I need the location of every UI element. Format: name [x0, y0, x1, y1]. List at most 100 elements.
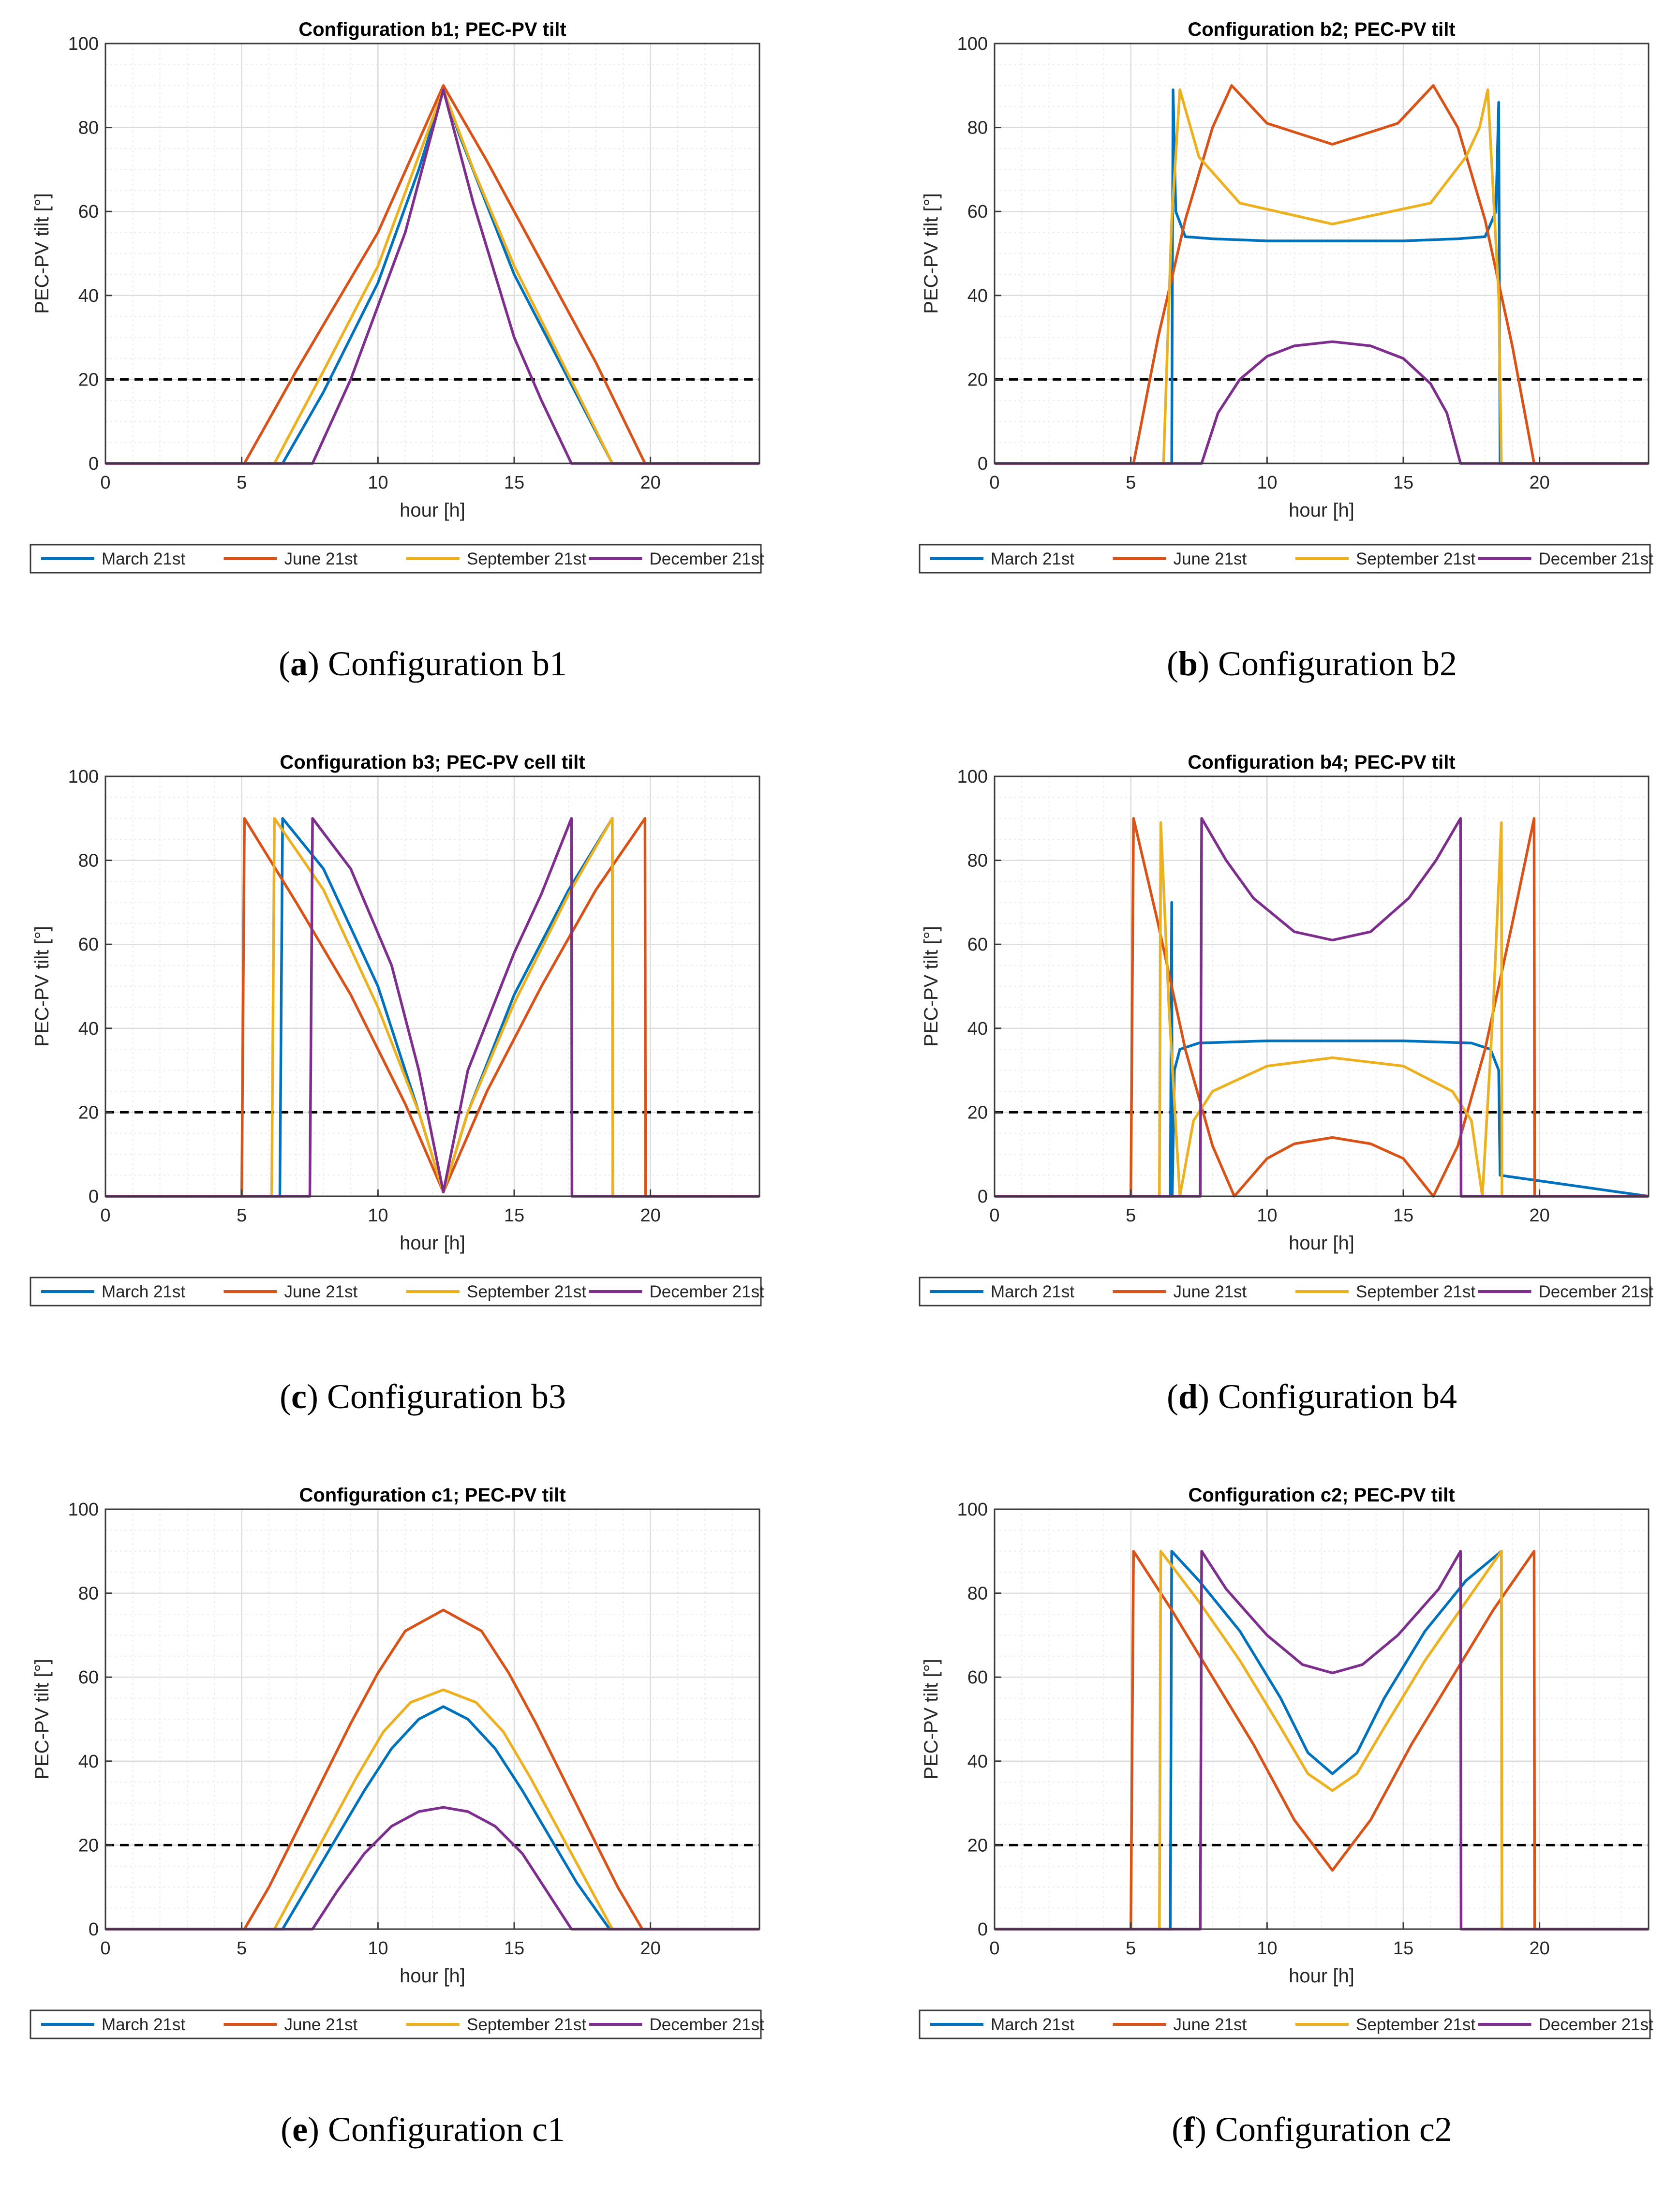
- legend-entry: September 21st: [467, 1282, 586, 1301]
- y-tick-label: 80: [967, 1584, 988, 1604]
- legend-entry: March 21st: [991, 1282, 1074, 1301]
- caption-paren-open: (: [281, 2110, 292, 2149]
- y-tick-label: 0: [978, 1187, 988, 1207]
- y-tick-label: 20: [78, 370, 99, 390]
- series-line-june-21st: [105, 1608, 759, 1931]
- subfigure-caption: (b) Configuration b2: [1167, 644, 1457, 683]
- y-tick-label: 60: [967, 1667, 988, 1688]
- legend-entry: September 21st: [467, 550, 586, 568]
- x-tick-label: 10: [1257, 1938, 1277, 1959]
- y-tick-label: 100: [957, 767, 988, 787]
- x-tick-label: 20: [640, 473, 661, 493]
- series-line-june-21st: [995, 817, 1649, 1198]
- y-tick-label: 20: [967, 370, 988, 390]
- caption-paren-open: (: [1172, 2110, 1183, 2149]
- legend-entry: March 21st: [102, 1282, 185, 1301]
- caption-paren-open: (: [1167, 1377, 1178, 1416]
- y-axis-label: PEC-PV tilt [°]: [921, 193, 942, 313]
- subfigure-caption: (e) Configuration c1: [281, 2110, 565, 2149]
- x-tick-label: 5: [237, 473, 247, 493]
- series-line-march-21st: [995, 901, 1649, 1198]
- legend-entry: March 21st: [102, 550, 185, 568]
- x-axis-label: hour [h]: [400, 1233, 465, 1254]
- legend-entry: September 21st: [1356, 1282, 1475, 1301]
- legend-entry: December 21st: [650, 550, 765, 568]
- x-tick-label: 15: [504, 473, 524, 493]
- subfigure-caption: (a) Configuration b1: [279, 644, 567, 683]
- legend-entry: March 21st: [991, 2015, 1074, 2034]
- x-tick-label: 5: [1126, 1205, 1136, 1226]
- axes-box: [104, 775, 760, 1197]
- y-tick-label: 0: [89, 1919, 99, 1940]
- y-tick-label: 100: [957, 1500, 988, 1520]
- y-tick-label: 40: [967, 1019, 988, 1039]
- caption-paren-open: (: [279, 644, 290, 683]
- legend-entry: March 21st: [991, 550, 1074, 568]
- y-tick-label: 40: [78, 286, 99, 306]
- y-tick-label: 80: [967, 851, 988, 871]
- x-tick-label: 10: [1257, 473, 1277, 493]
- x-tick-label: 10: [1257, 1205, 1277, 1226]
- y-axis-label: PEC-PV tilt [°]: [921, 1659, 942, 1779]
- y-tick-label: 100: [68, 1500, 99, 1520]
- caption-letter: c: [291, 1377, 307, 1416]
- y-tick-label: 20: [78, 1102, 99, 1123]
- subfigure-caption: (d) Configuration b4: [1167, 1377, 1457, 1416]
- legend-entry: December 21st: [1539, 550, 1654, 568]
- series-line-december-21st: [105, 88, 759, 465]
- x-axis-label: hour [h]: [400, 1965, 465, 1987]
- series-line-september-21st: [995, 88, 1649, 465]
- chart-b1: 0 5 10 15 20 0 20 40 60 80 100 Configuration b1; PE…: [30, 19, 764, 683]
- legend-entry: June 21st: [284, 2015, 358, 2034]
- y-tick-label: 60: [78, 935, 99, 955]
- series-line-june-21st: [105, 84, 759, 465]
- x-tick-label: 15: [504, 1938, 524, 1959]
- series-line-december-21st: [995, 817, 1649, 1198]
- y-tick-label: 20: [967, 1102, 988, 1123]
- series-line-september-21st: [105, 1688, 759, 1931]
- caption-text: ) Configuration c1: [308, 2110, 565, 2149]
- x-tick-label: 5: [237, 1938, 247, 1959]
- caption-letter: b: [1178, 644, 1198, 683]
- x-tick-label: 0: [989, 1205, 999, 1226]
- y-tick-label: 80: [967, 118, 988, 138]
- legend-entry: June 21st: [1174, 2015, 1247, 2034]
- x-axis-label: hour [h]: [1289, 1233, 1354, 1254]
- series-line-march-21st: [995, 1550, 1649, 1931]
- y-tick-label: 60: [78, 202, 99, 222]
- y-axis-label: PEC-PV tilt [°]: [921, 926, 942, 1046]
- y-axis-label: PEC-PV tilt [°]: [31, 926, 53, 1046]
- chart-title: Configuration c2; PEC-PV tilt: [1188, 1485, 1455, 1506]
- series-line-december-21st: [105, 817, 759, 1198]
- caption-text: ) Configuration c2: [1195, 2110, 1452, 2149]
- axes-box: [994, 43, 1650, 464]
- chart-c1: 0 5 10 15 20 0 20 40 60 80 100 Configuration c1; PE…: [30, 1485, 764, 2149]
- axes-box: [104, 43, 760, 464]
- series-line-september-21st: [105, 88, 759, 465]
- axes-box: [994, 1508, 1650, 1930]
- caption-text: ) Configuration b3: [307, 1377, 566, 1416]
- y-axis-label: PEC-PV tilt [°]: [31, 193, 53, 313]
- chart-title: Configuration c1; PEC-PV tilt: [299, 1485, 565, 1506]
- chart-title: Configuration b1; PEC-PV tilt: [298, 19, 566, 40]
- series-line-march-21st: [995, 88, 1649, 465]
- y-tick-label: 80: [78, 118, 99, 138]
- x-tick-label: 20: [640, 1205, 661, 1226]
- chart-title: Configuration b2; PEC-PV tilt: [1188, 19, 1455, 40]
- y-tick-label: 0: [89, 1187, 99, 1207]
- y-tick-label: 0: [978, 1919, 988, 1940]
- chart-title: Configuration b4; PEC-PV tilt: [1188, 752, 1455, 773]
- x-tick-label: 10: [368, 1938, 388, 1959]
- series-line-september-21st: [995, 821, 1649, 1198]
- x-tick-label: 15: [1393, 473, 1413, 493]
- legend-entry: June 21st: [1174, 1282, 1247, 1301]
- x-tick-label: 0: [989, 473, 999, 493]
- caption-letter: e: [292, 2110, 308, 2149]
- caption-text: ) Configuration b2: [1198, 644, 1457, 683]
- caption-text: ) Configuration b4: [1198, 1377, 1457, 1416]
- y-axis-label: PEC-PV tilt [°]: [31, 1659, 53, 1779]
- series-line-september-21st: [995, 1550, 1649, 1931]
- y-tick-label: 0: [978, 454, 988, 474]
- series-line-june-21st: [995, 1550, 1649, 1931]
